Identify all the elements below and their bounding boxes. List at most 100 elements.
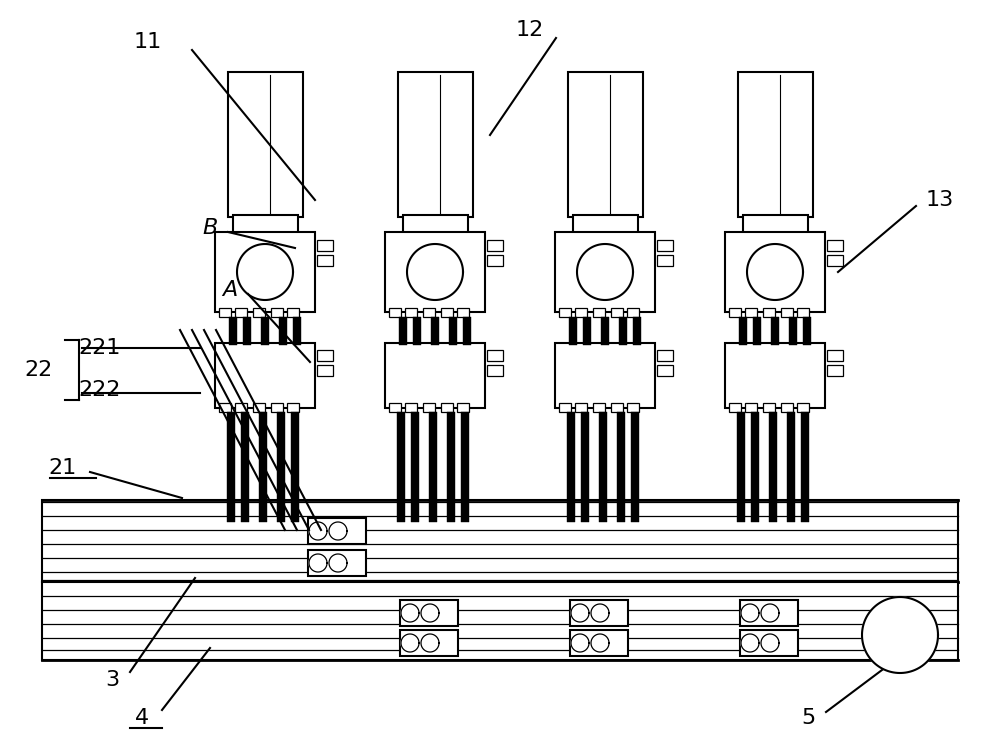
Bar xyxy=(423,403,435,412)
Bar xyxy=(575,308,587,317)
Bar xyxy=(789,317,797,345)
Bar xyxy=(241,412,249,522)
Bar xyxy=(568,72,643,217)
Polygon shape xyxy=(571,634,589,652)
Polygon shape xyxy=(401,634,419,652)
Bar xyxy=(743,215,808,233)
Text: A: A xyxy=(222,280,238,300)
Bar xyxy=(403,215,468,233)
Text: 12: 12 xyxy=(516,20,544,40)
Bar xyxy=(253,403,265,412)
Bar xyxy=(827,240,843,251)
Bar xyxy=(423,308,435,317)
Bar xyxy=(271,403,283,412)
Polygon shape xyxy=(862,597,938,673)
Bar xyxy=(739,317,747,345)
Bar xyxy=(729,403,741,412)
Bar xyxy=(277,412,285,522)
Bar xyxy=(219,403,231,412)
Bar xyxy=(308,518,366,544)
Bar xyxy=(601,317,609,345)
Bar xyxy=(261,317,269,345)
Bar xyxy=(487,365,503,376)
Polygon shape xyxy=(761,634,779,652)
Bar xyxy=(567,412,575,522)
Bar xyxy=(235,308,247,317)
Bar xyxy=(631,412,639,522)
Bar xyxy=(787,412,795,522)
Bar xyxy=(745,403,757,412)
Bar xyxy=(619,317,627,345)
Bar xyxy=(291,412,299,522)
Polygon shape xyxy=(571,604,589,622)
Text: 11: 11 xyxy=(134,32,162,52)
Bar xyxy=(555,343,655,408)
Bar xyxy=(797,403,809,412)
Bar xyxy=(487,240,503,251)
Bar xyxy=(457,308,469,317)
Bar xyxy=(745,308,757,317)
Bar xyxy=(751,412,759,522)
Bar xyxy=(593,403,605,412)
Bar xyxy=(827,350,843,361)
Polygon shape xyxy=(309,522,327,540)
Bar xyxy=(771,317,779,345)
Bar xyxy=(441,403,453,412)
Bar xyxy=(229,317,237,345)
Bar xyxy=(737,412,745,522)
Polygon shape xyxy=(577,244,633,300)
Polygon shape xyxy=(407,244,463,300)
Bar xyxy=(228,72,303,217)
Bar xyxy=(740,630,798,656)
Bar xyxy=(227,412,235,522)
Polygon shape xyxy=(591,634,609,652)
Text: 222: 222 xyxy=(78,380,120,400)
Bar xyxy=(763,403,775,412)
Polygon shape xyxy=(591,604,609,622)
Bar xyxy=(763,308,775,317)
Bar xyxy=(559,308,571,317)
Bar xyxy=(657,255,673,266)
Bar xyxy=(253,308,265,317)
Bar xyxy=(627,308,639,317)
Bar xyxy=(555,232,655,312)
Bar xyxy=(725,343,825,408)
Bar xyxy=(781,403,793,412)
Bar xyxy=(389,403,401,412)
Bar xyxy=(42,582,958,660)
Polygon shape xyxy=(761,604,779,622)
Bar xyxy=(738,72,813,217)
Bar xyxy=(599,412,607,522)
Bar xyxy=(461,412,469,522)
Bar xyxy=(389,308,401,317)
Bar xyxy=(575,403,587,412)
Bar xyxy=(431,317,439,345)
Bar xyxy=(413,317,421,345)
Bar xyxy=(827,365,843,376)
Bar xyxy=(617,412,625,522)
Bar xyxy=(447,412,455,522)
Text: B: B xyxy=(202,218,218,238)
Bar xyxy=(657,350,673,361)
Bar xyxy=(42,500,958,582)
Polygon shape xyxy=(329,554,347,572)
Bar xyxy=(215,343,315,408)
Bar xyxy=(317,365,333,376)
Bar xyxy=(400,600,458,626)
Bar xyxy=(801,412,809,522)
Bar xyxy=(569,317,577,345)
Bar xyxy=(287,308,299,317)
Bar xyxy=(657,365,673,376)
Polygon shape xyxy=(309,554,327,572)
Bar xyxy=(803,317,811,345)
Bar xyxy=(279,317,287,345)
Bar xyxy=(797,308,809,317)
Text: 22: 22 xyxy=(24,360,52,380)
Text: 221: 221 xyxy=(78,338,120,358)
Bar xyxy=(317,255,333,266)
Bar xyxy=(308,550,366,576)
Bar xyxy=(781,308,793,317)
Polygon shape xyxy=(401,604,419,622)
Text: 3: 3 xyxy=(105,670,119,690)
Bar xyxy=(399,317,407,345)
